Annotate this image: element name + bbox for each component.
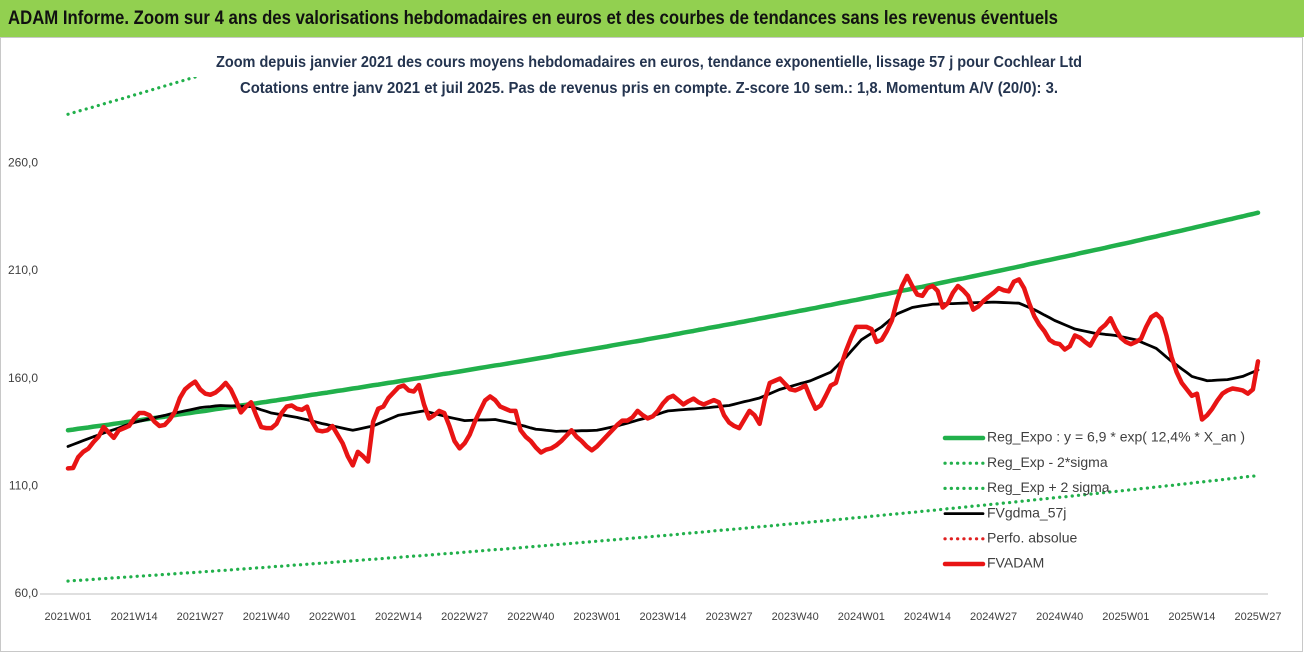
title-box bbox=[210, 46, 1090, 104]
x-tick-label: 2024W14 bbox=[904, 611, 951, 623]
y-tick-label: 60,0 bbox=[15, 586, 39, 600]
chart-title: Zoom depuis janvier 2021 des cours moyen… bbox=[216, 54, 1082, 71]
series-line bbox=[65, 273, 1261, 471]
chart-border bbox=[0, 37, 1303, 652]
legend-label: Reg_Expo : y = 6,9 * exp( 12,4% * X_an ) bbox=[987, 429, 1245, 445]
x-tick-label: 2021W27 bbox=[177, 611, 224, 623]
x-tick-label: 2022W27 bbox=[441, 611, 488, 623]
plot-area bbox=[65, 77, 1261, 583]
chart-subtitle: Cotations entre janv 2021 et juil 2025. … bbox=[240, 80, 1058, 97]
header-bar bbox=[0, 0, 1304, 37]
x-tick-label: 2023W01 bbox=[573, 611, 620, 623]
y-tick-label: 210,0 bbox=[8, 263, 38, 277]
y-tick-label: 260,0 bbox=[8, 155, 38, 169]
legend-label: Reg_Exp - 2*sigma bbox=[987, 454, 1108, 470]
x-tick-label: 2023W27 bbox=[706, 611, 753, 623]
y-tick-label: 110,0 bbox=[9, 478, 38, 492]
header-title: ADAM Informe. Zoom sur 4 ans des valoris… bbox=[8, 8, 1058, 29]
x-tick-label: 2022W01 bbox=[309, 611, 356, 623]
y-tick-label: 160,0 bbox=[8, 371, 38, 385]
legend-label: FVADAM bbox=[987, 555, 1044, 571]
x-tick-label: 2021W14 bbox=[111, 611, 158, 623]
x-tick-label: 2023W40 bbox=[772, 611, 819, 623]
x-tick-label: 2024W01 bbox=[838, 611, 885, 623]
x-tick-label: 2024W40 bbox=[1036, 611, 1083, 623]
series-line bbox=[66, 300, 1260, 448]
series-line bbox=[65, 210, 1261, 433]
series-line bbox=[66, 473, 1260, 583]
x-tick-label: 2023W14 bbox=[639, 611, 686, 623]
x-tick-label: 2021W40 bbox=[243, 611, 290, 623]
legend-label: Perfo. absolue bbox=[987, 530, 1077, 546]
x-tick-label: 2024W27 bbox=[970, 611, 1017, 623]
legend-label: Reg_Exp + 2 sigma bbox=[987, 479, 1110, 495]
x-tick-label: 2022W40 bbox=[507, 611, 554, 623]
x-tick-label: 2022W14 bbox=[375, 611, 422, 623]
x-tick-label: 2021W01 bbox=[44, 611, 91, 623]
legend-label: FVgdma_57j bbox=[987, 504, 1066, 520]
x-tick-label: 2025W14 bbox=[1168, 611, 1215, 623]
x-tick-label: 2025W01 bbox=[1102, 611, 1149, 623]
x-tick-label: 2025W27 bbox=[1234, 611, 1281, 623]
